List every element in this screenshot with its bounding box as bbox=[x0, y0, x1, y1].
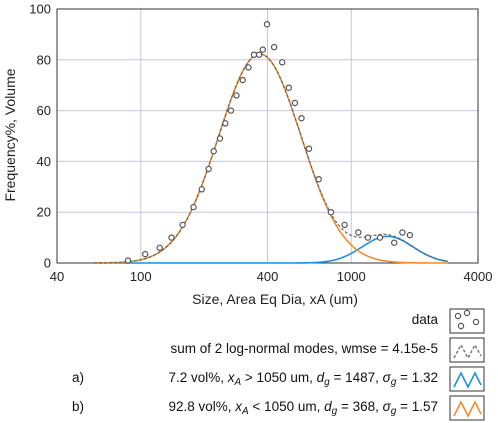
data-point bbox=[327, 208, 335, 216]
data-point bbox=[263, 21, 271, 28]
data-point bbox=[245, 64, 252, 71]
legend-label-data: data bbox=[412, 312, 439, 327]
sum-line bbox=[94, 53, 448, 264]
data-point bbox=[341, 221, 348, 229]
data-point bbox=[315, 175, 322, 183]
legend-prefix-a: a) bbox=[72, 370, 84, 385]
data-point bbox=[391, 239, 398, 246]
y-tick-label: 40 bbox=[37, 154, 51, 169]
legend-label-mode-b: 92.8 vol%, xA < 1050 um, dg = 368, σg = … bbox=[168, 399, 438, 417]
data-point bbox=[279, 59, 286, 66]
data-point bbox=[227, 107, 235, 114]
y-axis-title: Frequency%, Volume bbox=[2, 68, 18, 201]
legend-label-sum: sum of 2 log-normal modes, wmse = 4.15e-… bbox=[171, 341, 439, 356]
legend-swatch-sum bbox=[449, 337, 485, 363]
data-point bbox=[364, 234, 372, 241]
data-point bbox=[168, 234, 175, 241]
data-point bbox=[124, 257, 132, 264]
legend-prefix-b: b) bbox=[72, 399, 84, 414]
data-point bbox=[291, 99, 299, 107]
legend-label-mode-a: 7.2 vol%, xA > 1050 um, dg = 1487, σg = … bbox=[168, 370, 438, 388]
data-point bbox=[305, 145, 313, 152]
y-tick-label: 100 bbox=[29, 2, 51, 17]
data-point bbox=[270, 43, 278, 51]
data-point bbox=[298, 114, 305, 122]
data-point bbox=[141, 250, 149, 258]
data-point bbox=[222, 120, 229, 127]
series bbox=[94, 53, 448, 264]
x-tick-label: 400 bbox=[257, 269, 279, 284]
data-point bbox=[406, 231, 414, 239]
data-point bbox=[205, 165, 212, 173]
data-point bbox=[156, 244, 163, 251]
y-tick-label: 60 bbox=[37, 103, 51, 118]
data-point bbox=[198, 186, 205, 193]
grid bbox=[57, 9, 478, 263]
y-tick-label: 20 bbox=[37, 205, 51, 220]
data-point bbox=[233, 92, 240, 99]
legend-swatch-data bbox=[449, 308, 485, 334]
data-points bbox=[124, 21, 414, 264]
data-point bbox=[190, 203, 197, 211]
mode-b-line bbox=[94, 53, 448, 264]
x-tick-label: 100 bbox=[130, 269, 152, 284]
data-point bbox=[179, 221, 186, 229]
data-point bbox=[210, 147, 217, 155]
tick-labels: 40 100 400 1000 4000 0 20 40 60 80 100 bbox=[29, 2, 492, 285]
x-tick-label: 40 bbox=[50, 269, 64, 284]
legend-swatch-mode-a bbox=[449, 366, 485, 392]
data-point bbox=[239, 76, 246, 84]
legend: data sum of 2 log-normal modes, wmse = 4… bbox=[72, 308, 485, 421]
data-point bbox=[355, 229, 362, 236]
data-point bbox=[259, 46, 266, 53]
data-point bbox=[255, 51, 263, 58]
x-tick-label: 1000 bbox=[337, 269, 366, 284]
legend-swatch-mode-b bbox=[449, 395, 485, 421]
x-axis-title: Size, Area Eq Dia, xA (um) bbox=[192, 291, 358, 307]
y-tick-label: 80 bbox=[37, 52, 51, 67]
x-tick-label: 4000 bbox=[464, 269, 493, 284]
data-point bbox=[376, 234, 384, 241]
y-tick-label: 0 bbox=[44, 256, 51, 271]
mode-a-line bbox=[94, 235, 448, 264]
data-point bbox=[399, 229, 406, 236]
data-point bbox=[216, 135, 224, 142]
data-point bbox=[250, 51, 258, 58]
data-point bbox=[285, 84, 292, 91]
